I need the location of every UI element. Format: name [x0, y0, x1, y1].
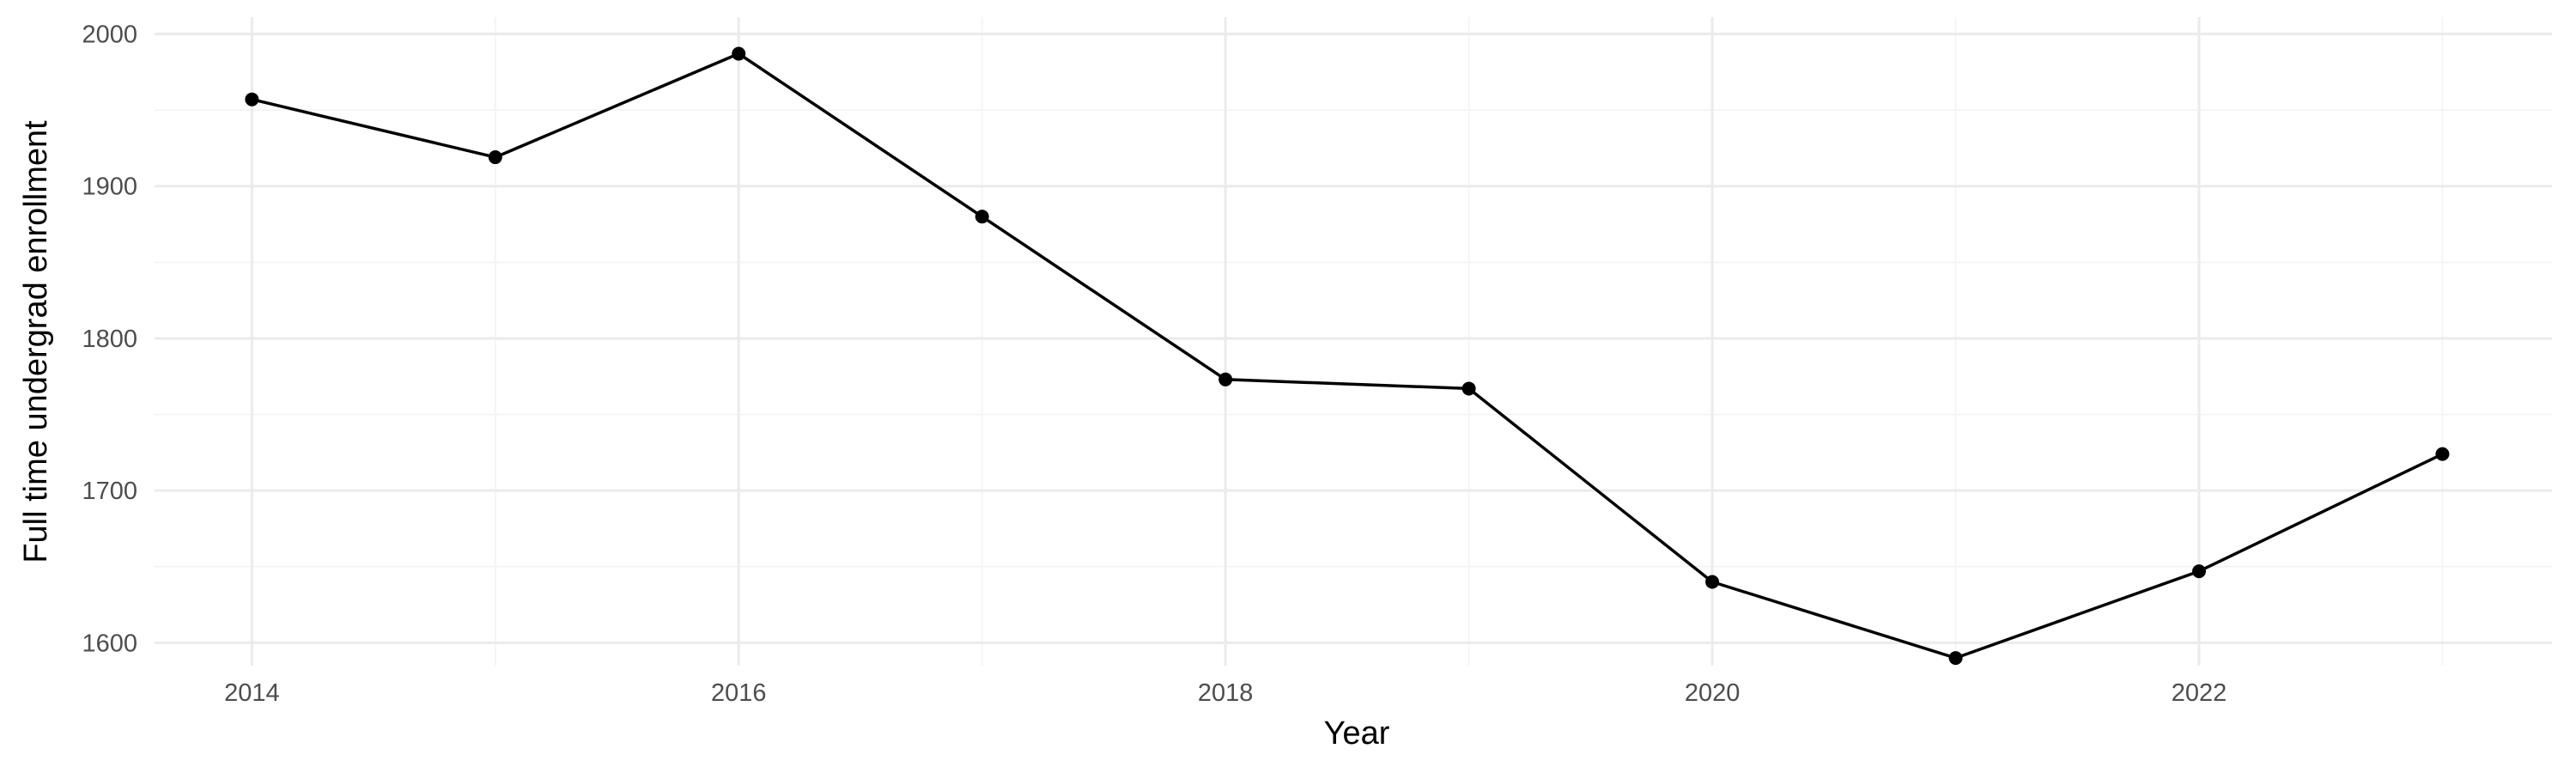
y-tick-label: 1800 — [82, 326, 137, 353]
data-point — [1218, 372, 1233, 386]
data-point — [1948, 651, 1963, 666]
x-tick-label: 2014 — [224, 679, 280, 707]
x-axis-tick-labels: 2014 2016 2018 2020 2022 — [224, 679, 2227, 707]
data-point — [732, 46, 746, 61]
data-point — [1461, 381, 1476, 396]
data-point — [1705, 575, 1720, 589]
x-tick-label: 2016 — [711, 679, 767, 707]
y-tick-label: 1700 — [82, 478, 137, 505]
series-line — [251, 52, 2444, 660]
x-tick-label: 2020 — [1685, 679, 1741, 707]
x-tick-label: 2018 — [1198, 679, 1254, 707]
y-axis-title: Full time undergrad enrollment — [18, 120, 54, 563]
y-axis-tick-labels: 1600 1700 1800 1900 2000 — [82, 21, 137, 657]
data-point — [245, 92, 259, 107]
major-gridlines — [155, 17, 2552, 666]
y-tick-label: 2000 — [82, 21, 137, 48]
data-point — [488, 150, 502, 165]
data-point — [2191, 564, 2206, 579]
y-tick-label: 1600 — [82, 630, 137, 657]
x-tick-label: 2022 — [2172, 679, 2227, 707]
series-group — [245, 46, 2450, 666]
data-point — [2435, 447, 2450, 461]
data-point — [975, 210, 989, 224]
y-tick-label: 1900 — [82, 173, 137, 201]
x-axis-title: Year — [1324, 715, 1390, 752]
minor-gridlines — [155, 17, 2552, 666]
